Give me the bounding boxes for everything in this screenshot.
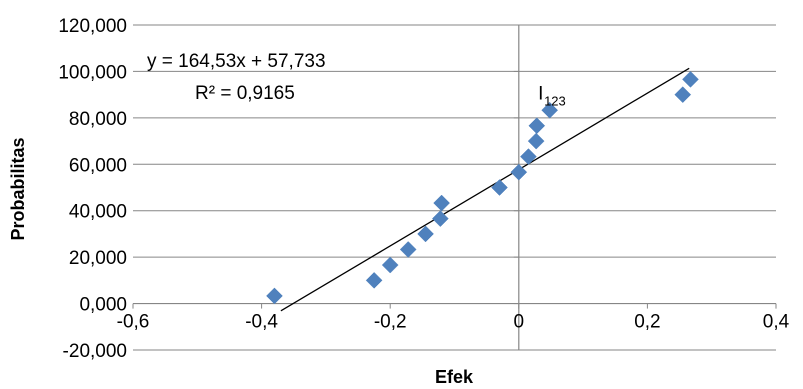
x-tick-label: 0,4	[763, 312, 790, 333]
data-point	[674, 86, 692, 103]
y-tick-label: -20,000	[63, 341, 127, 362]
y-tick-label: 40,000	[69, 202, 127, 223]
y-tick-label: 80,000	[69, 109, 127, 130]
x-tick-labels: -0,6 -0,4 -0,2 0 0,2 0,4	[117, 312, 790, 333]
data-point	[399, 241, 417, 258]
trendline	[280, 67, 690, 312]
data-point	[527, 132, 545, 150]
y-tick-label: 100,000	[58, 62, 127, 83]
data-point	[510, 163, 528, 181]
data-point	[381, 256, 399, 274]
point-annotation: I	[538, 83, 543, 104]
data-point	[541, 101, 559, 119]
x-tick-label: 0	[514, 312, 525, 333]
y-tick-labels: 120,000 100,000 80,000 60,000 40,000 20,000 0,…	[58, 16, 127, 362]
y-tick-label: 20,000	[69, 248, 127, 269]
data-point	[365, 272, 383, 289]
data-point	[528, 117, 546, 135]
x-axis-title: Efek	[435, 367, 474, 387]
data-point	[417, 225, 434, 243]
y-tick-label: 60,000	[69, 155, 127, 176]
data-point	[433, 194, 450, 212]
y-tick-label: 120,000	[58, 16, 127, 37]
data-point	[266, 287, 283, 305]
y-tick-label: 0,000	[79, 295, 127, 316]
data-point	[682, 70, 699, 88]
x-tick-label: -0,2	[374, 312, 407, 333]
data-point	[432, 210, 449, 227]
y-axis-title: Probabilitas	[8, 137, 28, 240]
axes	[132, 24, 777, 351]
gridlines	[133, 24, 776, 351]
point-annotation-subscript: 123	[544, 93, 566, 108]
data-point	[520, 148, 537, 165]
x-tick-label: -0,4	[245, 312, 278, 333]
x-tick-label: 0,2	[634, 312, 660, 333]
data-point	[491, 179, 508, 196]
x-tick-label: -0,6	[117, 312, 150, 333]
trendline-equation: y = 164,53x + 57,733	[147, 51, 326, 72]
r-squared-label: R² = 0,9165	[195, 83, 295, 104]
data-points	[266, 70, 699, 305]
trendline-line	[280, 67, 690, 312]
